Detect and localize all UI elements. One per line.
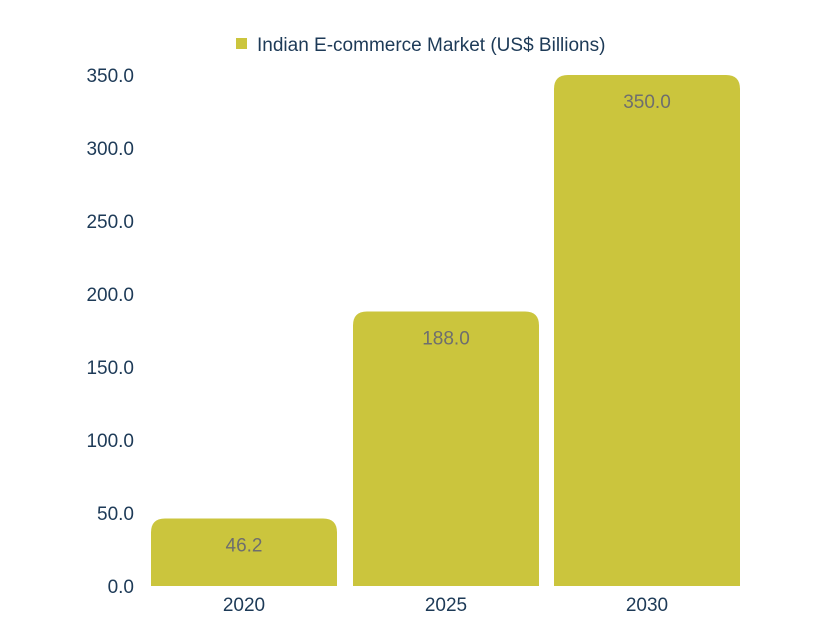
legend-swatch xyxy=(236,38,247,49)
legend: Indian E-commerce Market (US$ Billions) xyxy=(236,35,605,56)
y-tick-label: 200.0 xyxy=(86,285,134,306)
y-tick-label: 0.0 xyxy=(108,577,134,598)
x-axis: 2020 2025 2030 xyxy=(223,595,668,616)
y-tick-label: 100.0 xyxy=(86,431,134,452)
y-tick-label: 350.0 xyxy=(86,66,134,87)
x-tick-label: 2025 xyxy=(425,595,467,616)
x-tick-label: 2030 xyxy=(626,595,668,616)
y-tick-label: 300.0 xyxy=(86,139,134,160)
bar-2025 xyxy=(353,311,539,586)
bars: 46.2 188.0 350.0 xyxy=(151,75,740,586)
bar-2020 xyxy=(151,518,337,586)
y-tick-label: 250.0 xyxy=(86,212,134,233)
data-label-2020: 46.2 xyxy=(226,536,263,557)
y-tick-label: 50.0 xyxy=(97,504,134,525)
legend-label: Indian E-commerce Market (US$ Billions) xyxy=(257,35,605,56)
x-tick-label: 2020 xyxy=(223,595,265,616)
data-label-2030: 350.0 xyxy=(623,92,671,113)
y-tick-label: 150.0 xyxy=(86,358,134,379)
y-axis: 0.0 50.0 100.0 150.0 200.0 250.0 300.0 350.0 xyxy=(86,66,134,598)
data-label-2025: 188.0 xyxy=(422,329,470,350)
bar-2030 xyxy=(554,75,740,586)
